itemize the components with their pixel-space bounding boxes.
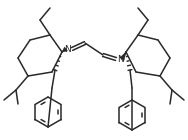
Text: N: N — [117, 54, 124, 64]
Polygon shape — [62, 47, 67, 52]
Polygon shape — [120, 52, 126, 60]
Text: N: N — [64, 45, 71, 53]
